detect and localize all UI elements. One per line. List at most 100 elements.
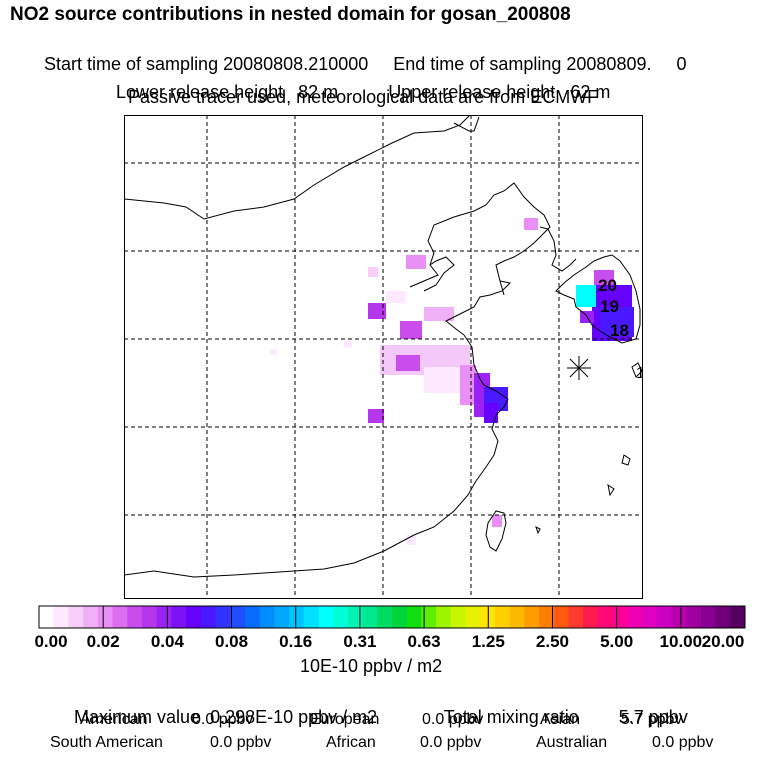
colorbar-swatch	[465, 606, 481, 628]
start-label: Start time of sampling	[44, 54, 219, 74]
total-line: Total mixing ratio 5.7 ppbv	[434, 686, 688, 728]
colorbar-swatch	[436, 606, 452, 628]
plume-cell	[576, 285, 596, 307]
coast-line	[427, 182, 551, 296]
colorbar-frame	[38, 605, 746, 629]
region-value: 0.0 ppbv	[422, 711, 484, 728]
colorbar-swatch	[259, 606, 275, 628]
colorbar-swatch	[318, 606, 334, 628]
colorbar-tick-label: 20.00	[701, 632, 745, 651]
colorbar-swatch	[97, 606, 114, 628]
colorbar-swatch	[127, 606, 143, 628]
region-name: African	[326, 734, 376, 751]
colorbar-swatch	[597, 606, 614, 628]
plume-cell	[492, 515, 502, 527]
colorbar-swatch	[553, 606, 569, 628]
coast-line	[539, 226, 577, 272]
region-value: 0.0 ppbv	[420, 734, 482, 751]
colorbar	[38, 605, 746, 629]
colorbar-swatch	[715, 606, 731, 628]
colorbar-swatch	[83, 606, 99, 628]
contour-label: 19	[600, 297, 619, 316]
island-coast	[535, 526, 541, 535]
colorbar-swatch	[274, 606, 290, 628]
colorbar-swatch	[539, 606, 555, 628]
colorbar-tick-label: 1.25	[471, 632, 505, 651]
colorbar-swatch	[406, 606, 422, 628]
plume-cell	[406, 535, 416, 545]
receptor-star	[567, 356, 591, 380]
colorbar-tick-label: 0.00	[34, 632, 68, 651]
colorbar-swatch	[524, 606, 540, 628]
colorbar-swatch	[686, 606, 702, 628]
plume-cell	[600, 307, 634, 337]
total-label: Total mixing ratio	[443, 707, 579, 727]
border-line	[124, 115, 471, 220]
max-label: Maximum value	[74, 707, 201, 727]
colorbar-swatch	[421, 606, 437, 628]
colorbar-swatch	[156, 606, 172, 628]
region-name: American	[80, 711, 148, 728]
coastlines	[124, 115, 643, 578]
end-value: 20080809.	[566, 54, 652, 74]
colorbar-units: 10E-10 ppbv / m2	[300, 656, 443, 676]
colorbar-swatch	[494, 606, 511, 628]
lower-value: 82 m	[298, 82, 339, 102]
coast-line	[409, 256, 455, 292]
total-value: 5.7 ppbv	[618, 707, 688, 727]
plume-cell	[424, 367, 464, 393]
region-value: 0.0 ppbv	[652, 734, 714, 751]
colorbar-tick-label: 2.50	[535, 632, 569, 651]
tracer-note: Passive tracer used, meteorological data…	[128, 87, 599, 107]
plume-cell	[396, 355, 420, 371]
colorbar-swatch	[244, 606, 261, 628]
colorbar-swatch	[303, 606, 319, 628]
island-coast	[621, 454, 631, 466]
region-name: Australian	[536, 734, 608, 751]
start-value: 20080808.210000	[223, 54, 369, 74]
colorbar-swatch	[186, 606, 202, 628]
colorbar-tick-label: 0.63	[407, 632, 441, 651]
plume-cell	[484, 403, 498, 423]
colorbar-swatch	[509, 606, 525, 628]
colorbar-tick-label: 10.00	[659, 632, 703, 651]
receptor-label: 1	[636, 365, 643, 382]
plume-cell	[524, 218, 538, 230]
plume-cell	[368, 303, 386, 319]
colorbar-swatch	[141, 606, 158, 628]
colorbar-tick-label: 0.31	[343, 632, 377, 651]
region-name: South American	[50, 734, 163, 751]
plume-cell	[368, 267, 378, 277]
colorbar-swatch	[68, 606, 84, 628]
sampling-times: Start time of sampling 20080808.210000 E…	[34, 33, 687, 75]
coast-line	[445, 280, 512, 336]
taiwan-coast	[485, 510, 507, 552]
colorbar-swatch	[642, 606, 658, 628]
colorbar-swatch	[612, 606, 628, 628]
map-plot: 20 19 18 1	[124, 115, 643, 599]
lower-label: Lower release height	[116, 82, 284, 102]
colorbar-swatch	[347, 606, 364, 628]
contour-label: 18	[610, 321, 629, 340]
region-value: 0.0 ppbv	[192, 711, 254, 728]
grid-lines	[124, 115, 643, 599]
colorbar-swatch	[171, 606, 187, 628]
end-label: End time of sampling	[393, 54, 562, 74]
colorbar-swatch	[53, 606, 69, 628]
colorbar-swatch	[333, 606, 349, 628]
colorbar-swatch	[39, 606, 55, 628]
contour-label: 20	[598, 276, 617, 295]
upper-label: Upper release height	[388, 82, 556, 102]
plume-cell	[386, 291, 406, 303]
island-coast	[607, 483, 615, 497]
end-value-suffix: 0	[676, 54, 687, 74]
colorbar-swatch	[230, 606, 246, 628]
colorbar-tick-label: 5.00	[600, 632, 634, 651]
colorbar-swatch	[450, 606, 467, 628]
plume-cell	[368, 409, 384, 423]
plume-cell	[460, 365, 476, 405]
region-name: Asian	[540, 711, 581, 728]
plume-cell	[424, 307, 454, 321]
colorbar-swatch	[112, 606, 128, 628]
colorbar-swatch	[730, 606, 746, 628]
